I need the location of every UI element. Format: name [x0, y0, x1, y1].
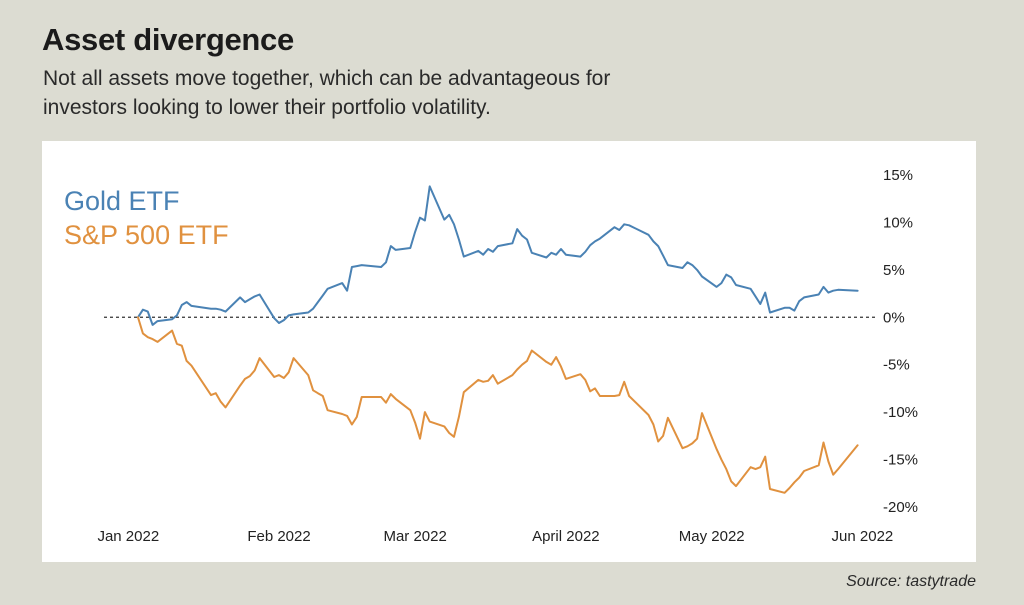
y-tick-label: 15%: [883, 167, 913, 184]
y-tick-label: -15%: [883, 452, 918, 469]
x-axis: Jan 2022 Feb 2022 Mar 2022 April 2022 May 20…: [97, 528, 893, 545]
y-tick-label: -10%: [883, 404, 918, 421]
x-tick-label: Jun 2022: [832, 528, 894, 545]
series-line-gold-etf: [137, 185, 859, 326]
chart-subtitle: Not all assets move together, which can …: [43, 67, 611, 119]
x-tick-label: Jan 2022: [97, 528, 159, 545]
legend: Gold ETF S&P 500 ETF: [64, 186, 229, 250]
legend-item-gold-etf: Gold ETF: [64, 186, 180, 216]
x-tick-label: April 2022: [532, 528, 600, 545]
y-tick-label: 10%: [883, 214, 913, 231]
y-tick-label: 5%: [883, 262, 905, 279]
y-tick-label: -5%: [883, 357, 910, 374]
source-note: Source: tastytrade: [846, 573, 976, 590]
series-group: [137, 185, 859, 494]
legend-item-sp500-etf: S&P 500 ETF: [64, 220, 229, 250]
line-chart: Gold ETF S&P 500 ETF 15% 10% 5% 0% -5% -10% -1…: [64, 167, 918, 545]
x-tick-label: May 2022: [679, 528, 745, 545]
chart-panel: Gold ETF S&P 500 ETF 15% 10% 5% 0% -5% -10% -1…: [42, 141, 976, 562]
series-line-sp500-etf: [137, 316, 859, 494]
y-tick-label: -20%: [883, 499, 918, 516]
chart-title: Asset divergence: [42, 22, 294, 57]
x-tick-label: Feb 2022: [247, 528, 310, 545]
x-tick-label: Mar 2022: [383, 528, 446, 545]
y-tick-label: 0%: [883, 309, 905, 326]
y-axis: 15% 10% 5% 0% -5% -10% -15% -20%: [883, 167, 918, 516]
